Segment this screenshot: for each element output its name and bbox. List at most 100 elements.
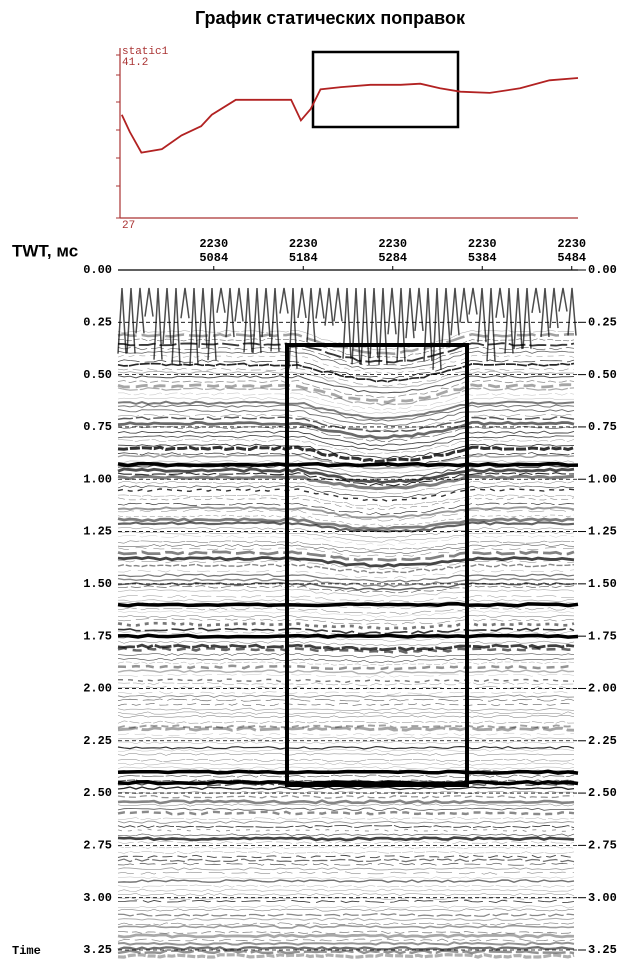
reflector — [117, 952, 575, 959]
reflector — [117, 817, 575, 821]
reflector — [117, 862, 575, 866]
spike — [225, 287, 235, 338]
y-tick-label: 2.25 — [83, 734, 112, 748]
y-tick-label: 0.00 — [588, 263, 617, 277]
spike — [306, 287, 316, 343]
reflector — [117, 884, 575, 888]
x-tick-label: 5084 — [199, 251, 228, 265]
spike — [171, 287, 181, 366]
reflector — [117, 425, 575, 443]
y-tick-label: 0.00 — [83, 263, 112, 277]
spike — [567, 287, 577, 336]
y-tick-label: 1.50 — [83, 577, 112, 591]
spike — [207, 287, 217, 361]
y-tick-label: 0.50 — [83, 368, 112, 382]
reflector — [117, 658, 575, 663]
y-tick-label: 3.25 — [83, 943, 112, 957]
y-tick-label: 1.25 — [83, 525, 112, 539]
y-axis-title: TWT, мс — [12, 241, 78, 260]
spike — [414, 287, 424, 332]
reflector — [117, 691, 575, 695]
reflector — [117, 786, 575, 791]
strong-reflector — [117, 602, 579, 608]
reflector — [117, 841, 575, 845]
spike — [216, 287, 226, 313]
spike — [297, 287, 307, 319]
spike — [432, 287, 442, 370]
seismic-section: 5084223051842230528422305384223054842230… — [12, 237, 617, 959]
spike — [495, 287, 505, 318]
reflector — [117, 560, 575, 570]
reflector — [117, 502, 575, 516]
line-label: 2230 — [557, 237, 586, 251]
reflector — [117, 474, 575, 491]
reflector — [117, 905, 575, 909]
spike — [558, 287, 568, 312]
y-tick-label: 41.2 — [122, 57, 148, 69]
spike — [342, 287, 352, 359]
reflector — [117, 949, 575, 955]
reflector — [117, 443, 575, 459]
spike — [144, 287, 154, 317]
spike — [126, 287, 136, 354]
y-tick-label: 27 — [122, 220, 135, 232]
spike — [522, 287, 532, 349]
reflector — [117, 661, 575, 666]
spike — [477, 287, 487, 343]
spike — [279, 287, 289, 314]
reflector — [117, 350, 575, 370]
reflector — [117, 595, 575, 602]
reflector — [117, 640, 575, 647]
reflector — [117, 540, 575, 551]
line-label: 2230 — [199, 237, 228, 251]
reflector — [117, 550, 575, 562]
reflector — [117, 664, 575, 671]
reflector — [117, 673, 575, 678]
reflector — [117, 715, 575, 718]
reflector — [117, 707, 575, 711]
reflector — [117, 736, 575, 740]
spike — [486, 287, 496, 362]
reflector — [117, 694, 575, 698]
y-tick-label: 0.75 — [588, 420, 617, 434]
reflector — [117, 720, 575, 724]
spike — [396, 287, 406, 362]
reflector — [117, 531, 575, 543]
spike — [315, 287, 325, 319]
reflector — [117, 836, 575, 842]
reflector — [117, 682, 575, 686]
highlight-box — [285, 343, 469, 787]
spike — [459, 287, 469, 323]
reflector — [117, 370, 574, 389]
spike — [234, 287, 244, 322]
reflector — [117, 416, 575, 433]
reflector — [117, 573, 575, 583]
reflector — [117, 332, 575, 356]
spike — [243, 287, 253, 353]
reflector — [117, 828, 575, 832]
reflector — [117, 509, 575, 522]
y-tick-label: 0.75 — [83, 420, 112, 434]
reflector — [117, 745, 575, 750]
reflector — [117, 563, 575, 574]
x-tick-label: 5284 — [378, 251, 407, 265]
reflector — [117, 527, 575, 539]
reflector — [117, 871, 575, 875]
y-tick-label: 1.00 — [588, 472, 617, 486]
reflector — [117, 379, 575, 399]
reflector — [117, 404, 575, 422]
y-tick-label: 2.50 — [588, 786, 617, 800]
reflector — [117, 732, 575, 736]
reflector — [117, 893, 575, 896]
reflector — [117, 547, 575, 557]
x-tick-label: 5184 — [289, 251, 318, 265]
reflector — [117, 698, 575, 702]
spike — [180, 287, 190, 319]
reflector — [117, 409, 575, 427]
reflector — [117, 941, 575, 946]
y-tick-label: 2.00 — [83, 682, 112, 696]
reflector — [117, 505, 575, 519]
strong-reflector — [117, 779, 579, 786]
